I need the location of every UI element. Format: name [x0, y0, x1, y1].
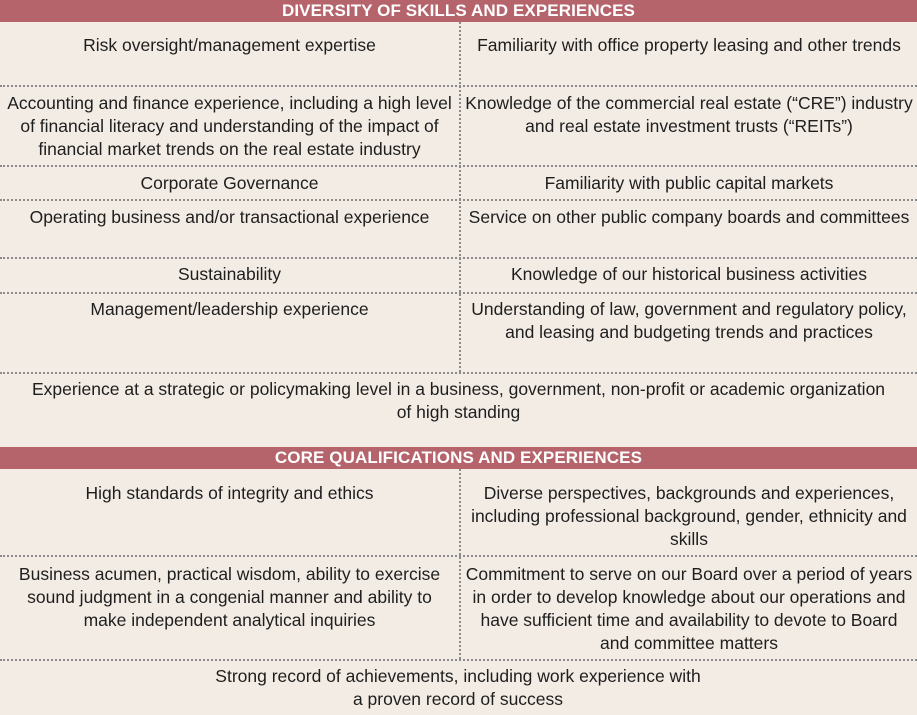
column-divider	[459, 469, 461, 659]
core-full-row: Strong record of achievements, including…	[215, 666, 701, 709]
row-divider	[0, 85, 917, 87]
core-row-0-right: Diverse perspectives, backgrounds and ex…	[471, 483, 907, 549]
diversity-row-4-right: Knowledge of our historical business act…	[510, 264, 867, 284]
diversity-row-1-left: Accounting and finance experience, inclu…	[7, 93, 452, 159]
diversity-row-0-left: Risk oversight/management expertise	[83, 35, 376, 55]
diversity-full-row: Experience at a strategic or policymakin…	[31, 379, 886, 422]
row-divider	[0, 165, 917, 167]
diversity-row-5-right: Understanding of law, government and reg…	[471, 299, 907, 342]
diversity-row-1-right: Knowledge of the commercial real estate …	[465, 93, 913, 136]
row-divider	[0, 257, 917, 259]
row-divider	[0, 372, 917, 374]
diversity-row-0-right: Familiarity with office property leasing…	[477, 35, 901, 55]
core-row-1-right: Commitment to serve on our Board over a …	[465, 564, 913, 653]
core-row-0-left: High standards of integrity and ethics	[85, 483, 374, 503]
diversity-row-2-right: Familiarity with public capital markets	[544, 173, 834, 193]
row-divider	[0, 555, 917, 557]
row-divider	[0, 292, 917, 294]
column-divider	[459, 22, 461, 372]
core-section-header: CORE QUALIFICATIONS AND EXPERIENCES	[0, 447, 917, 469]
diversity-row-4-left: Sustainability	[177, 264, 282, 284]
diversity-row-5-left: Management/leadership experience	[90, 299, 369, 319]
diversity-row-2-left: Corporate Governance	[140, 173, 319, 193]
diversity-row-3-right: Service on other public company boards a…	[468, 207, 910, 227]
row-divider	[0, 199, 917, 201]
diversity-section-header: DIVERSITY OF SKILLS AND EXPERIENCES	[0, 0, 917, 22]
core-row-1-left: Business acumen, practical wisdom, abili…	[18, 564, 441, 630]
row-divider	[0, 659, 917, 661]
diversity-row-3-left: Operating business and/or transactional …	[29, 207, 430, 227]
